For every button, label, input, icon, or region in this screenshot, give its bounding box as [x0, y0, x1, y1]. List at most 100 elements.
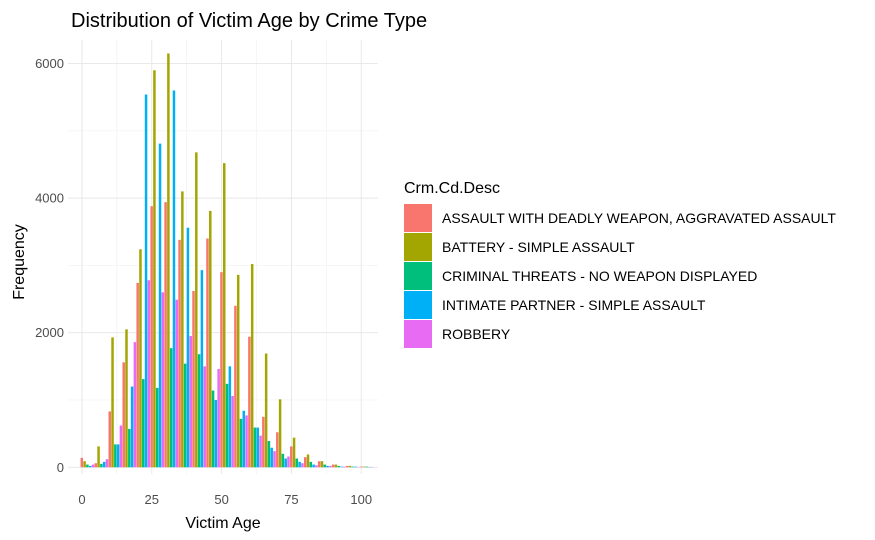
bar [351, 466, 354, 468]
x-tick-label: 0 [78, 492, 85, 507]
y-tick-label: 6000 [35, 56, 64, 71]
bar [253, 427, 257, 468]
bar [105, 459, 109, 468]
y-tick-label: 0 [57, 460, 64, 475]
bar [108, 411, 111, 468]
bar [169, 348, 173, 468]
bar [136, 282, 139, 468]
legend: Crm.Cd.Desc ASSAULT WITH DEADLY WEAPON, … [404, 180, 836, 348]
bar [161, 292, 165, 468]
bar [153, 70, 156, 468]
bar [273, 451, 276, 468]
bar [345, 465, 349, 468]
bar [147, 280, 151, 468]
chart-title: Distribution of Victim Age by Crime Type [71, 10, 427, 32]
x-axis-ticks: 0 25 50 75 100 [78, 492, 372, 507]
bar [320, 461, 324, 468]
bar [290, 446, 293, 468]
bar [195, 152, 198, 468]
legend-label: ASSAULT WITH DEADLY WEAPON, AGGRAVATED A… [442, 210, 836, 226]
bar [362, 466, 366, 468]
bar [326, 465, 329, 468]
bar [88, 465, 92, 468]
x-tick-label: 75 [284, 492, 298, 507]
legend-label: CRIMINAL THREATS - NO WEAPON DISPLAYED [442, 268, 757, 284]
bar [359, 466, 363, 468]
bar [301, 463, 304, 468]
bar [192, 290, 195, 468]
bar [181, 191, 184, 468]
bar [312, 464, 315, 468]
bar [315, 465, 318, 468]
y-axis-title: Frequency [11, 224, 28, 300]
y-tick-label: 2000 [35, 325, 64, 340]
bar [343, 466, 346, 468]
bar [178, 239, 181, 468]
bar [278, 399, 282, 468]
bar [102, 461, 106, 468]
bar [80, 457, 84, 468]
bar [287, 456, 290, 468]
bar [139, 249, 142, 468]
legend-swatch [404, 204, 432, 232]
bar [236, 274, 240, 468]
legend-label: INTIMATE PARTNER - SIMPLE ASSAULT [442, 297, 706, 313]
legend-title: Crm.Cd.Desc [404, 180, 500, 197]
bar [217, 369, 220, 468]
bar [331, 464, 335, 468]
bar [125, 329, 128, 468]
bar [231, 395, 234, 468]
bar [250, 264, 254, 468]
legend-swatch [404, 262, 432, 290]
bar [206, 238, 209, 468]
bar [211, 390, 215, 468]
bar [83, 461, 86, 468]
bar [262, 416, 265, 468]
bar [189, 336, 192, 468]
bar [209, 210, 212, 468]
bar [172, 90, 176, 468]
bar [220, 272, 223, 468]
bar [256, 427, 259, 468]
bar [167, 53, 170, 468]
bar [248, 336, 251, 468]
bar [214, 399, 218, 468]
bar [306, 454, 310, 468]
y-axis-ticks: 0 2000 4000 6000 [35, 56, 64, 475]
bar [281, 453, 285, 468]
bar [114, 444, 117, 468]
bar [130, 386, 134, 468]
x-axis-title: Victim Age [185, 515, 260, 532]
bar [197, 354, 201, 468]
bar [329, 465, 332, 468]
bar [259, 435, 262, 468]
bar [292, 437, 296, 468]
bar [122, 362, 125, 468]
bar [86, 464, 89, 468]
bar [270, 447, 273, 468]
bar [228, 366, 232, 468]
bar [298, 461, 301, 468]
legend-label: BATTERY - SIMPLE ASSAULT [442, 239, 635, 255]
bar [295, 458, 299, 468]
legend-swatch [404, 233, 432, 261]
bar [348, 465, 352, 468]
bar [94, 463, 98, 468]
bar [284, 458, 287, 468]
bar [242, 410, 246, 468]
bar [91, 464, 95, 468]
bar [142, 379, 145, 468]
bar [309, 461, 313, 468]
bar [225, 383, 229, 468]
bar [340, 466, 343, 468]
bar [303, 457, 307, 468]
bar [200, 270, 204, 468]
bar [239, 418, 243, 468]
bar [223, 163, 226, 468]
x-tick-label: 100 [350, 492, 372, 507]
bar [183, 363, 187, 468]
y-tick-label: 4000 [35, 191, 64, 206]
bar [150, 206, 153, 468]
bar [276, 432, 279, 468]
